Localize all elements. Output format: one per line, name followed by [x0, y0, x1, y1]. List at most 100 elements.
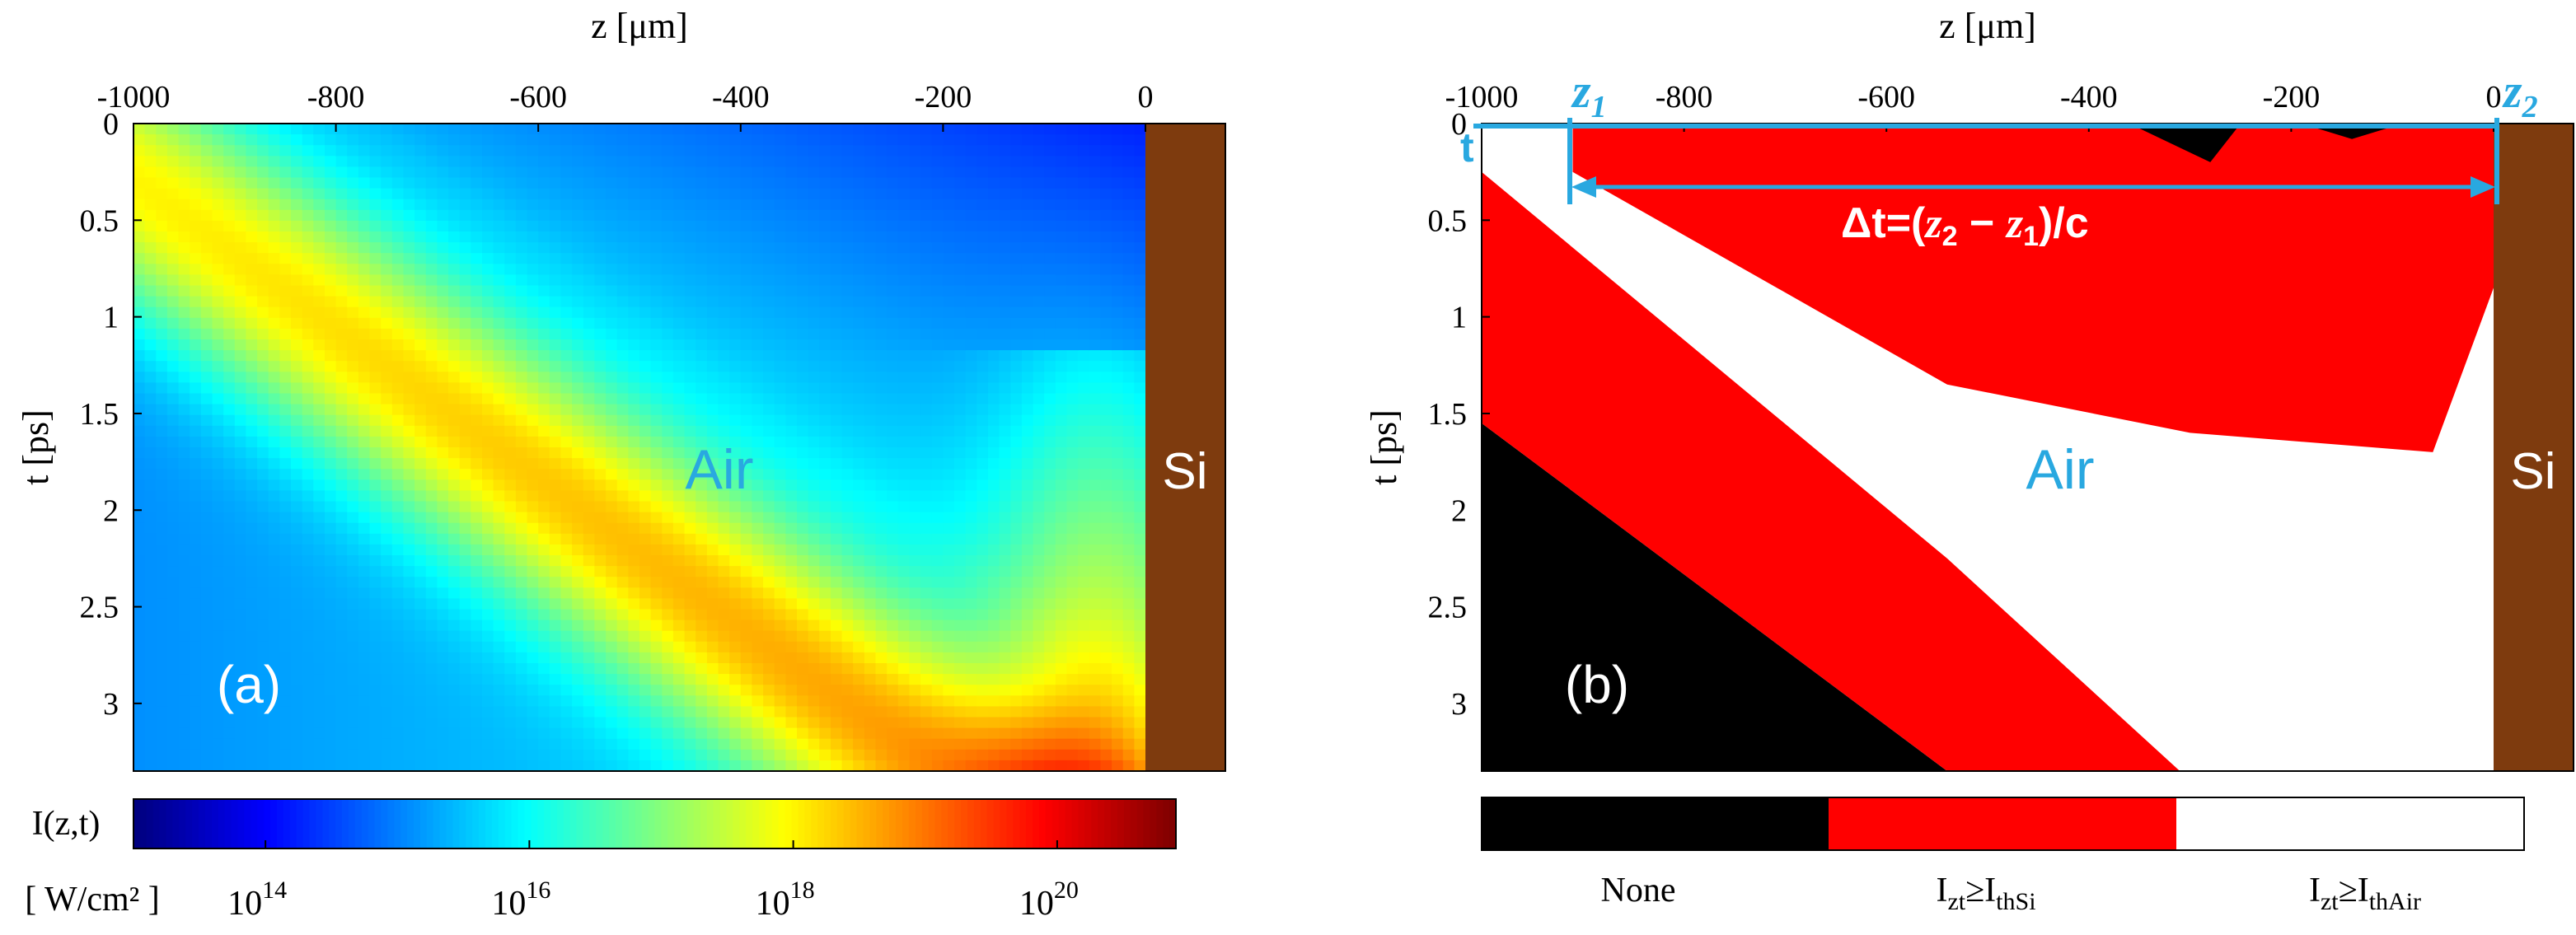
- heatmap-cell: [988, 749, 1000, 761]
- heatmap-cell: [572, 533, 584, 545]
- heatmap-cell: [583, 609, 596, 621]
- heatmap-cell: [965, 501, 978, 513]
- heatmap-cell: [887, 522, 899, 535]
- heatmap-cell: [347, 598, 359, 610]
- heatmap-cell: [459, 393, 472, 405]
- heatmap-cell: [606, 717, 618, 729]
- heatmap-cell: [606, 469, 618, 481]
- heatmap-cell: [853, 738, 865, 750]
- heatmap-cell: [212, 350, 224, 362]
- heatmap-cell: [459, 177, 472, 189]
- heatmap-cell: [391, 717, 405, 729]
- heatmap-cell: [313, 231, 326, 243]
- heatmap-cell: [1021, 652, 1034, 664]
- heatmap-cell: [391, 447, 405, 459]
- heatmap-cell: [212, 706, 224, 718]
- heatmap-cell: [200, 512, 213, 524]
- heatmap-cell: [706, 382, 719, 395]
- heatmap-cell: [482, 522, 494, 535]
- heatmap-cell: [133, 231, 146, 243]
- heatmap-cell: [391, 501, 405, 513]
- heatmap-cell: [853, 350, 865, 362]
- heatmap-cell: [977, 274, 989, 287]
- heatmap-cell: [875, 630, 888, 643]
- heatmap-cell: [482, 328, 494, 340]
- heatmap-cell: [797, 166, 809, 179]
- heatmap-cell: [358, 425, 371, 437]
- heatmap-cell: [381, 479, 393, 492]
- heatmap-cell: [403, 188, 415, 200]
- heatmap-cell: [448, 641, 461, 653]
- heatmap-cell: [335, 555, 348, 567]
- heatmap-cell: [391, 479, 405, 492]
- heatmap-cell: [268, 738, 281, 750]
- heatmap-cell: [549, 533, 562, 545]
- heatmap-cell: [797, 727, 809, 740]
- heatmap-cell: [200, 749, 213, 761]
- heatmap-cell: [538, 760, 550, 771]
- heatmap-cell: [706, 469, 719, 481]
- heatmap-cell: [706, 479, 719, 492]
- heatmap-cell: [369, 404, 382, 416]
- heatmap-cell: [223, 663, 236, 675]
- heatmap-cell: [977, 738, 989, 750]
- heatmap-cell: [448, 382, 461, 395]
- heatmap-cell: [381, 124, 393, 135]
- heatmap-cell: [313, 760, 326, 771]
- heatmap-cell: [763, 220, 775, 232]
- heatmap-cell: [1021, 695, 1034, 708]
- heatmap-cell: [606, 436, 618, 448]
- heatmap-cell: [943, 209, 955, 222]
- heatmap-cell: [875, 156, 888, 168]
- heatmap-cell: [628, 749, 640, 761]
- heatmap-cell: [594, 134, 607, 146]
- heatmap-cell: [931, 209, 944, 222]
- heatmap-cell: [335, 231, 348, 243]
- heatmap-cell: [954, 188, 967, 200]
- heatmap-cell: [538, 220, 550, 232]
- heatmap-cell: [841, 469, 854, 481]
- heatmap-cell: [257, 306, 269, 319]
- heatmap-cell: [1044, 166, 1056, 179]
- heatmap-cell: [200, 555, 213, 567]
- heatmap-cell: [572, 566, 584, 577]
- heatmap-cell: [752, 458, 764, 470]
- heatmap-cell: [1010, 177, 1023, 189]
- heatmap-cell: [999, 685, 1011, 697]
- heatmap-cell: [650, 306, 663, 319]
- heatmap-cell: [662, 382, 674, 395]
- heatmap-cell: [897, 512, 911, 524]
- heatmap-cell: [909, 630, 921, 643]
- heatmap-cell: [549, 695, 562, 708]
- heatmap-cell: [335, 306, 348, 319]
- heatmap-cell: [1044, 544, 1056, 556]
- heatmap-cell: [178, 555, 190, 567]
- heatmap-cell: [931, 609, 944, 621]
- heatmap-cell: [897, 253, 911, 265]
- heatmap-cell: [977, 285, 989, 297]
- heatmap-cell: [774, 598, 787, 610]
- heatmap-cell: [628, 501, 640, 513]
- heatmap-cell: [1044, 425, 1056, 437]
- heatmap-cell: [819, 231, 831, 243]
- heatmap-cell: [527, 598, 539, 610]
- heatmap-cell: [1010, 490, 1023, 503]
- heatmap-cell: [909, 674, 921, 685]
- heatmap-cell: [954, 619, 967, 632]
- heatmap-cell: [887, 727, 899, 740]
- heatmap-cell: [841, 706, 854, 718]
- heatmap-cell: [1044, 522, 1056, 535]
- heatmap-cell: [1010, 695, 1023, 708]
- heatmap-cell: [302, 490, 315, 503]
- heatmap-cell: [943, 393, 955, 405]
- heatmap-cell: [425, 458, 438, 470]
- heatmap-cell: [808, 177, 821, 189]
- heatmap-cell: [482, 447, 494, 459]
- heatmap-cell: [662, 361, 674, 373]
- heatmap-cell: [628, 447, 640, 459]
- heatmap-cell: [190, 285, 202, 297]
- heatmap-cell: [178, 306, 190, 319]
- heatmap-cell: [887, 609, 899, 621]
- heatmap-cell: [628, 361, 640, 373]
- heatmap-cell: [887, 393, 899, 405]
